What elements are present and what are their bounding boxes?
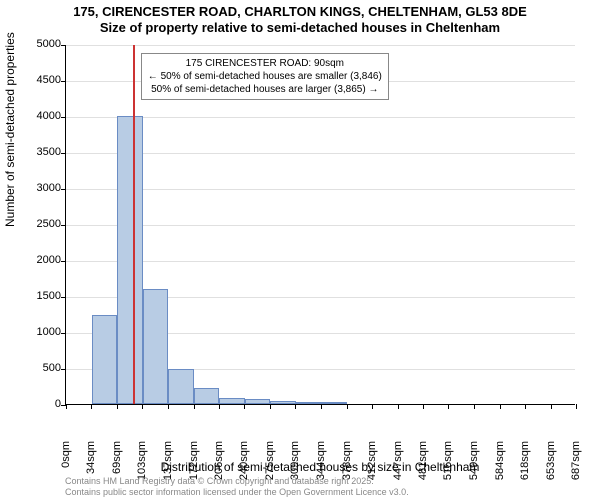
x-tick [551, 404, 552, 409]
attribution-text: Contains HM Land Registry data © Crown c… [65, 476, 409, 498]
x-tick [66, 404, 67, 409]
x-tick [244, 404, 245, 409]
y-tick-label: 1000 [6, 326, 61, 338]
gridline-h [66, 45, 575, 46]
x-tick [117, 404, 118, 409]
x-tick [500, 404, 501, 409]
y-tick [61, 153, 66, 154]
y-tick-label: 0 [6, 398, 61, 410]
histogram-bar [168, 369, 194, 404]
y-tick [61, 261, 66, 262]
histogram-bar [321, 402, 347, 404]
y-tick-label: 1500 [6, 290, 61, 302]
y-tick [61, 117, 66, 118]
histogram-bar [92, 315, 118, 404]
y-tick [61, 297, 66, 298]
annotation-line2: ← 50% of semi-detached houses are smalle… [148, 70, 382, 83]
x-tick [91, 404, 92, 409]
x-tick [448, 404, 449, 409]
y-axis-label: Number of semi-detached properties [3, 32, 17, 227]
histogram-bar [117, 116, 143, 404]
chart-title-line1: 175, CIRENCESTER ROAD, CHARLTON KINGS, C… [0, 4, 600, 19]
x-tick [347, 404, 348, 409]
annotation-line1: 175 CIRENCESTER ROAD: 90sqm [148, 57, 382, 70]
y-tick-label: 4500 [6, 74, 61, 86]
x-tick [576, 404, 577, 409]
y-tick-label: 5000 [6, 38, 61, 50]
histogram-bar [270, 401, 296, 404]
x-tick [295, 404, 296, 409]
x-tick [219, 404, 220, 409]
y-tick-label: 4000 [6, 110, 61, 122]
x-tick [270, 404, 271, 409]
x-tick [194, 404, 195, 409]
y-tick-label: 2000 [6, 254, 61, 266]
x-tick [142, 404, 143, 409]
y-tick-label: 3500 [6, 146, 61, 158]
x-tick [168, 404, 169, 409]
y-tick [61, 369, 66, 370]
x-tick [321, 404, 322, 409]
attribution-line1: Contains HM Land Registry data © Crown c… [65, 476, 409, 487]
y-tick [61, 81, 66, 82]
histogram-bar [194, 388, 220, 404]
plot-area: 0500100015002000250030003500400045005000… [65, 45, 575, 405]
x-tick [474, 404, 475, 409]
attribution-line2: Contains public sector information licen… [65, 487, 409, 498]
y-tick [61, 189, 66, 190]
x-tick [398, 404, 399, 409]
annotation-line3: 50% of semi-detached houses are larger (… [148, 83, 382, 96]
y-tick-label: 500 [6, 362, 61, 374]
histogram-bar [296, 402, 322, 404]
y-tick [61, 333, 66, 334]
x-tick [423, 404, 424, 409]
y-tick [61, 45, 66, 46]
marker-line [133, 45, 135, 404]
x-axis-label: Distribution of semi-detached houses by … [65, 460, 575, 474]
histogram-bar [219, 398, 245, 404]
y-tick-label: 3000 [6, 182, 61, 194]
x-tick [372, 404, 373, 409]
chart-container: 175, CIRENCESTER ROAD, CHARLTON KINGS, C… [0, 0, 600, 500]
x-tick [525, 404, 526, 409]
y-tick [61, 225, 66, 226]
chart-title-line2: Size of property relative to semi-detach… [0, 20, 600, 35]
annotation-box: 175 CIRENCESTER ROAD: 90sqm← 50% of semi… [141, 53, 389, 100]
y-tick-label: 2500 [6, 218, 61, 230]
histogram-bar [245, 399, 271, 404]
histogram-bar [143, 289, 169, 404]
